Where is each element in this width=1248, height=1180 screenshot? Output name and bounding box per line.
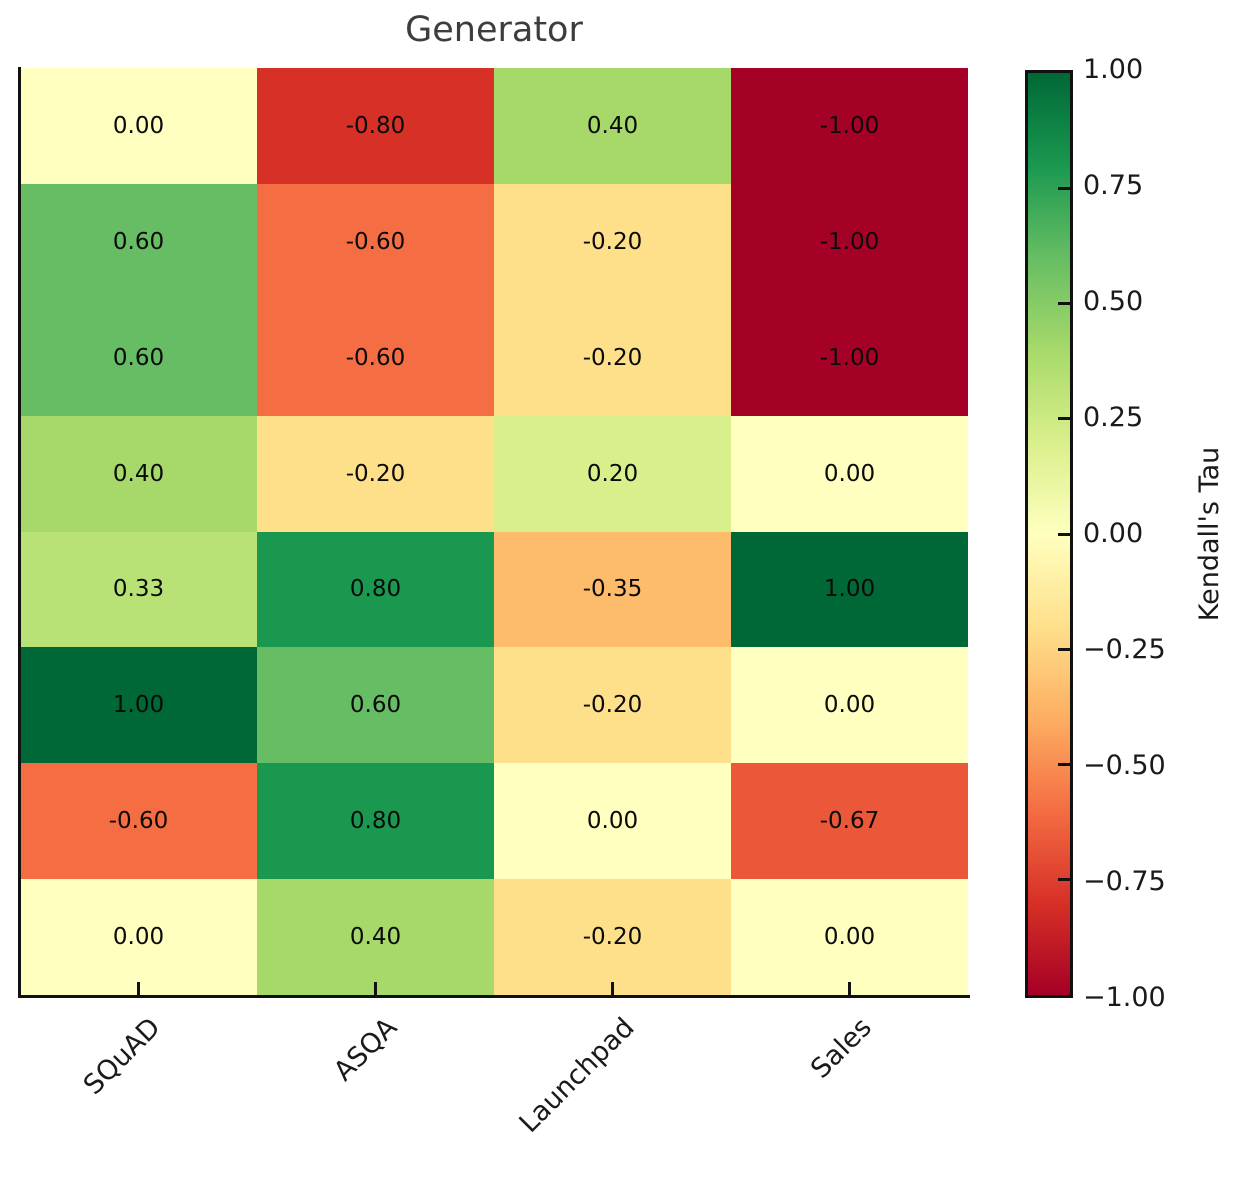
heatmap-cell: -0.20 xyxy=(494,299,731,416)
heatmap-plot: 0.00 -0.80 0.40 -1.00 0.60 -0.60 -0.20 -1.00 0.6… xyxy=(20,68,968,995)
colorbar-tick-label: 0.00 xyxy=(1083,518,1144,549)
x-axis-tick xyxy=(611,982,614,995)
colorbar-tick xyxy=(1058,302,1070,305)
heatmap-cell-value: 0.60 xyxy=(112,228,165,255)
colorbar-tick-label: 0.25 xyxy=(1083,402,1144,433)
x-axis-tick-label: Launchpad xyxy=(513,1012,641,1139)
heatmap-cell-value: -0.20 xyxy=(345,460,406,487)
heatmap-cell: 0.00 xyxy=(731,879,968,995)
colorbar-tick-label: −0.75 xyxy=(1083,866,1166,897)
heatmap-cell-value: -1.00 xyxy=(819,228,880,255)
heatmap-cell-value: 0.33 xyxy=(112,576,165,603)
x-axis-spine xyxy=(18,995,970,998)
heatmap-cell: -0.60 xyxy=(20,763,257,880)
colorbar-tick xyxy=(1058,417,1070,421)
heatmap-cell: 1.00 xyxy=(731,531,968,648)
heatmap-cell: 0.00 xyxy=(20,68,257,184)
colorbar-tick-label: −1.00 xyxy=(1083,982,1166,1013)
heatmap-cell: 0.20 xyxy=(494,415,731,532)
heatmap-cell-value: -0.20 xyxy=(582,692,643,719)
y-axis-spine xyxy=(18,67,21,997)
heatmap-cell-value: 0.80 xyxy=(349,576,402,603)
colorbar-tick-label: −0.25 xyxy=(1083,634,1166,665)
heatmap-cell-value: -0.60 xyxy=(345,228,406,255)
heatmap-cell-value: 0.60 xyxy=(112,344,165,371)
heatmap-cell: 1.00 xyxy=(20,647,257,764)
heatmap-cell: -0.20 xyxy=(257,415,494,532)
colorbar-tick-label: 0.50 xyxy=(1083,286,1144,317)
heatmap-cell: 0.00 xyxy=(20,879,257,995)
heatmap-cell: -0.20 xyxy=(494,879,731,995)
heatmap-cell: -0.35 xyxy=(494,531,731,648)
heatmap-cell-value: -1.00 xyxy=(819,344,880,371)
x-axis-tick xyxy=(137,982,140,995)
colorbar-tick xyxy=(1058,878,1070,882)
colorbar-tick xyxy=(1058,186,1070,190)
x-axis-tick xyxy=(848,982,851,995)
heatmap-cell: 0.00 xyxy=(731,647,968,764)
chart-title: Generator xyxy=(405,10,583,50)
colorbar-tick xyxy=(1058,647,1070,651)
heatmap-cell: -0.60 xyxy=(257,299,494,416)
heatmap-cell-value: 1.00 xyxy=(112,692,165,719)
heatmap-cell: 0.80 xyxy=(257,531,494,648)
x-axis-tick-label: Sales xyxy=(804,1012,878,1085)
heatmap-cell: -0.67 xyxy=(731,763,968,880)
heatmap-cell-value: 0.40 xyxy=(349,924,402,951)
heatmap-cell: 0.40 xyxy=(257,879,494,995)
heatmap-cell: 0.80 xyxy=(257,763,494,880)
heatmap-cell-value: 0.40 xyxy=(112,460,165,487)
heatmap-cell-value: -0.80 xyxy=(345,112,406,139)
colorbar-tick-label: 1.00 xyxy=(1083,54,1144,85)
heatmap-cell-value: 1.00 xyxy=(823,576,876,603)
heatmap-cell-value: 0.80 xyxy=(349,808,402,835)
heatmap-cell: 0.60 xyxy=(20,183,257,300)
heatmap-cell: 0.60 xyxy=(257,647,494,764)
x-axis-tick-label: ASQA xyxy=(328,1012,404,1088)
x-axis-tick xyxy=(374,982,377,995)
heatmap-cell-value: 0.00 xyxy=(112,924,165,951)
heatmap-cell: 0.00 xyxy=(731,415,968,532)
heatmap-cell-value: -0.20 xyxy=(582,228,643,255)
heatmap-cell: -1.00 xyxy=(731,68,968,184)
colorbar-tick xyxy=(1058,763,1070,766)
heatmap-cell-value: 0.20 xyxy=(586,460,639,487)
heatmap-cell: -0.20 xyxy=(494,647,731,764)
heatmap-cell: 0.40 xyxy=(20,415,257,532)
colorbar-axis-label: Kendall's Tau xyxy=(1194,446,1225,622)
heatmap-cell-value: 0.60 xyxy=(349,692,402,719)
heatmap-cell-value: 0.00 xyxy=(823,692,876,719)
colorbar xyxy=(1025,70,1073,998)
heatmap-cell-value: -0.60 xyxy=(108,808,169,835)
heatmap-cell: 0.00 xyxy=(494,763,731,880)
colorbar-tick-label: −0.50 xyxy=(1083,750,1166,781)
heatmap-cell: -1.00 xyxy=(731,183,968,300)
colorbar-tick xyxy=(1058,532,1070,536)
heatmap-cell: 0.40 xyxy=(494,68,731,184)
colorbar-tick-label: 0.75 xyxy=(1083,170,1144,201)
heatmap-cell: -0.80 xyxy=(257,68,494,184)
heatmap-cell-value: 0.00 xyxy=(823,460,876,487)
heatmap-cell-value: -0.60 xyxy=(345,344,406,371)
heatmap-cell-value: 0.00 xyxy=(823,924,876,951)
heatmap-cell-value: -0.35 xyxy=(582,576,643,603)
heatmap-cell: -0.20 xyxy=(494,183,731,300)
heatmap-cell: -0.60 xyxy=(257,183,494,300)
x-axis-tick-label: SQuAD xyxy=(77,1012,167,1101)
heatmap-cell: 0.60 xyxy=(20,299,257,416)
heatmap-cell-value: -0.20 xyxy=(582,924,643,951)
heatmap-cell-value: 0.00 xyxy=(586,808,639,835)
heatmap-cell: -1.00 xyxy=(731,299,968,416)
heatmap-cell-value: 0.00 xyxy=(112,112,165,139)
heatmap-cell-value: -0.67 xyxy=(819,808,880,835)
heatmap-cell-value: 0.40 xyxy=(586,112,639,139)
heatmap-cell-value: -0.20 xyxy=(582,344,643,371)
heatmap-cell-value: -1.00 xyxy=(819,112,880,139)
heatmap-cell: 0.33 xyxy=(20,531,257,648)
